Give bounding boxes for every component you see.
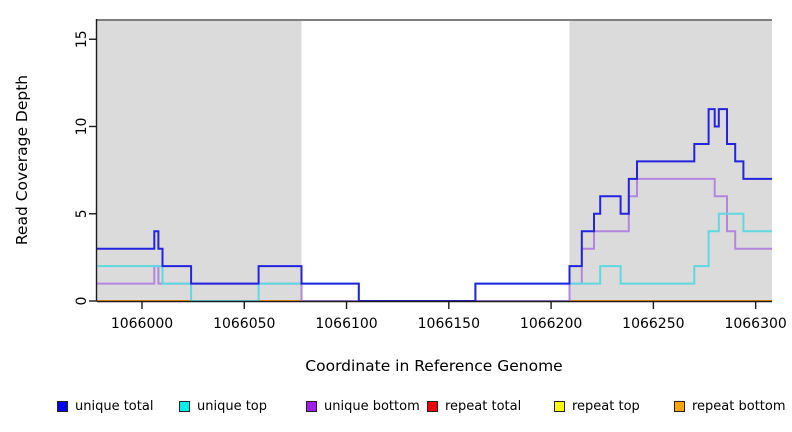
svg-text:1066000: 1066000 xyxy=(111,316,173,332)
svg-text:0: 0 xyxy=(74,297,90,306)
legend-label: unique total xyxy=(75,399,154,414)
svg-text:1066050: 1066050 xyxy=(213,316,275,332)
svg-text:15: 15 xyxy=(74,30,90,48)
legend-swatch-unique-top xyxy=(179,401,190,412)
svg-text:1066250: 1066250 xyxy=(622,316,684,332)
legend-swatch-unique-total xyxy=(57,401,68,412)
x-axis-title: Coordinate in Reference Genome xyxy=(305,357,562,375)
svg-text:1066150: 1066150 xyxy=(418,316,480,332)
legend-item-repeat-bottom: repeat bottom xyxy=(674,399,786,414)
legend-swatch-unique-bottom xyxy=(306,401,317,412)
legend-item-repeat-total: repeat total xyxy=(427,399,521,414)
svg-text:1066200: 1066200 xyxy=(520,316,582,332)
legend-swatch-repeat-total xyxy=(427,401,438,412)
legend-label: repeat total xyxy=(445,399,522,414)
svg-text:1066300: 1066300 xyxy=(724,316,786,332)
legend-item-unique-top: unique top xyxy=(179,399,267,414)
legend-swatch-repeat-bottom xyxy=(674,401,685,412)
legend-label: unique top xyxy=(197,399,268,414)
shaded-regions xyxy=(97,19,772,301)
svg-text:5: 5 xyxy=(74,209,90,218)
legend-item-unique-total: unique total xyxy=(57,399,153,414)
legend-label: repeat bottom xyxy=(692,399,786,414)
legend-label: repeat top xyxy=(572,399,640,414)
y-axis-title: Read Coverage Depth xyxy=(13,75,31,245)
legend-item-repeat-top: repeat top xyxy=(554,399,640,414)
svg-text:10: 10 xyxy=(74,118,90,136)
legend-label: unique bottom xyxy=(324,399,420,414)
legend-item-unique-bottom: unique bottom xyxy=(306,399,420,414)
axes: 0 5 10 15 1066000 1066050 1066100 1066150 106620… xyxy=(74,19,787,332)
svg-text:1066100: 1066100 xyxy=(315,316,377,332)
legend-swatch-repeat-top xyxy=(554,401,565,412)
